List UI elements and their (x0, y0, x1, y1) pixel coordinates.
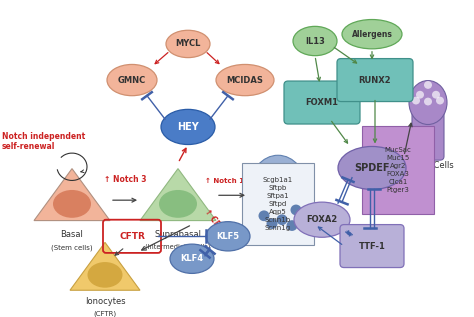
Circle shape (432, 91, 440, 99)
Text: Scgb1a1
Sftpb
Sftpa1
Sftpd
Aqp5
Scnn1b
Scnn1g: Scgb1a1 Sftpb Sftpa1 Sftpd Aqp5 Scnn1b S… (263, 177, 293, 231)
Ellipse shape (88, 262, 122, 288)
Circle shape (286, 220, 298, 231)
Text: IL13: IL13 (305, 36, 325, 46)
Text: ↑ CFTR: ↑ CFTR (202, 207, 228, 238)
Polygon shape (34, 169, 110, 221)
Text: (Intermediate cells): (Intermediate cells) (145, 243, 211, 250)
Circle shape (424, 98, 432, 106)
Ellipse shape (409, 81, 447, 125)
FancyBboxPatch shape (284, 81, 360, 124)
Text: Goblet Cells: Goblet Cells (402, 161, 453, 170)
FancyBboxPatch shape (242, 163, 314, 245)
Circle shape (291, 204, 301, 215)
Polygon shape (140, 169, 216, 221)
Text: ↑ Notch 3: ↑ Notch 3 (104, 175, 146, 184)
Circle shape (258, 210, 270, 221)
FancyBboxPatch shape (362, 126, 434, 214)
Text: CFTR: CFTR (119, 232, 145, 241)
Text: Suprabasal: Suprabasal (155, 230, 201, 239)
Text: GMNC: GMNC (118, 75, 146, 85)
Ellipse shape (338, 146, 406, 190)
Text: MYCL: MYCL (175, 39, 201, 49)
Text: RUNX2: RUNX2 (359, 75, 392, 85)
FancyBboxPatch shape (337, 59, 413, 101)
Ellipse shape (265, 184, 291, 207)
Text: ↑ Notch 1/2: ↑ Notch 1/2 (205, 178, 251, 184)
Circle shape (412, 97, 420, 105)
Text: FOXM1: FOXM1 (306, 98, 338, 107)
Ellipse shape (159, 190, 197, 218)
FancyBboxPatch shape (340, 224, 404, 268)
Text: KLF4: KLF4 (181, 254, 203, 263)
Circle shape (276, 214, 288, 225)
Text: Notch independent
self-renewal: Notch independent self-renewal (2, 132, 85, 151)
Circle shape (424, 81, 432, 89)
Ellipse shape (216, 64, 274, 96)
Text: MCIDAS: MCIDAS (227, 75, 264, 85)
Ellipse shape (294, 202, 350, 237)
Ellipse shape (206, 222, 250, 251)
Text: MucSac
Muc15
Agr2
FOXA3
Clca1
Ptger3: MucSac Muc15 Agr2 FOXA3 Clca1 Ptger3 (384, 147, 411, 193)
Text: SPDEF: SPDEF (354, 163, 390, 173)
FancyBboxPatch shape (412, 99, 444, 160)
Ellipse shape (107, 64, 157, 96)
Ellipse shape (170, 244, 214, 273)
Circle shape (416, 91, 424, 99)
Ellipse shape (166, 30, 210, 58)
Text: KLF5: KLF5 (217, 232, 239, 241)
Polygon shape (70, 243, 140, 290)
Text: Club Cells: Club Cells (257, 239, 299, 248)
Ellipse shape (249, 155, 307, 226)
Ellipse shape (342, 20, 402, 49)
Text: TTF-1: TTF-1 (358, 242, 385, 250)
Text: FOXA2: FOXA2 (306, 215, 337, 224)
Ellipse shape (293, 26, 337, 56)
Circle shape (436, 97, 444, 105)
Text: Basal: Basal (61, 230, 83, 239)
Text: (CFTR): (CFTR) (93, 311, 117, 317)
Text: Ionocytes: Ionocytes (85, 297, 125, 306)
Ellipse shape (53, 190, 91, 218)
Text: Allergens: Allergens (352, 30, 392, 39)
Ellipse shape (161, 109, 215, 145)
Text: HEY: HEY (177, 122, 199, 132)
Circle shape (266, 218, 277, 229)
Text: (Stem cells): (Stem cells) (51, 244, 93, 251)
